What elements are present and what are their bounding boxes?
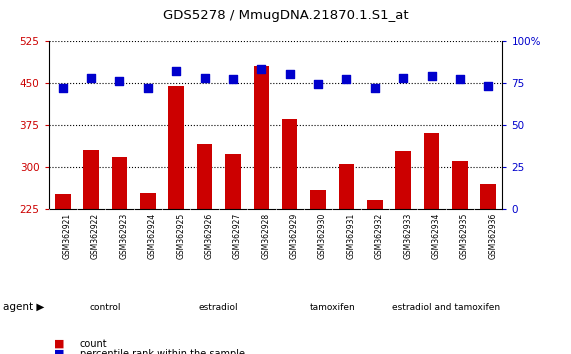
Text: ■: ■ [54, 339, 65, 349]
Bar [452, 161, 468, 209]
Text: GSM362926: GSM362926 [204, 213, 214, 259]
Text: GSM362936: GSM362936 [488, 213, 497, 259]
Point [342, 76, 351, 82]
Bar [339, 164, 354, 209]
Bar [254, 66, 269, 209]
Text: GSM362934: GSM362934 [432, 213, 441, 259]
Text: control: control [90, 303, 121, 312]
Point [143, 85, 152, 91]
Text: GSM362925: GSM362925 [176, 213, 185, 259]
Bar [55, 194, 71, 209]
Text: GSM362923: GSM362923 [119, 213, 128, 259]
Point [200, 75, 209, 80]
Text: GSM362932: GSM362932 [375, 213, 384, 259]
Text: tamoxifen: tamoxifen [309, 303, 355, 312]
Point [427, 73, 436, 79]
Bar [140, 193, 156, 209]
Text: agent ▶: agent ▶ [3, 302, 44, 312]
Text: estradiol: estradiol [199, 303, 239, 312]
Point [285, 72, 294, 77]
Point [257, 67, 266, 72]
Bar [395, 151, 411, 209]
Bar [197, 144, 212, 209]
Text: GSM362929: GSM362929 [289, 213, 299, 259]
Point [115, 78, 124, 84]
Text: GSM362921: GSM362921 [63, 213, 72, 259]
Text: GDS5278 / MmugDNA.21870.1.S1_at: GDS5278 / MmugDNA.21870.1.S1_at [163, 9, 408, 22]
Point [484, 83, 493, 89]
Bar [83, 150, 99, 209]
Text: GSM362922: GSM362922 [91, 213, 100, 259]
Bar [112, 157, 127, 209]
Text: GSM362927: GSM362927 [233, 213, 242, 259]
Bar [168, 86, 184, 209]
Point [313, 81, 323, 87]
Bar [310, 190, 326, 209]
Text: GSM362928: GSM362928 [262, 213, 270, 259]
Text: GSM362935: GSM362935 [460, 213, 469, 259]
Bar [480, 184, 496, 209]
Text: count: count [80, 339, 107, 349]
Point [172, 68, 181, 74]
Text: GSM362931: GSM362931 [347, 213, 355, 259]
Bar [424, 133, 439, 209]
Text: ■: ■ [54, 349, 65, 354]
Bar [282, 119, 297, 209]
Text: GSM362930: GSM362930 [318, 213, 327, 259]
Text: GSM362924: GSM362924 [148, 213, 157, 259]
Bar [367, 200, 383, 209]
Point [58, 85, 67, 91]
Point [399, 75, 408, 80]
Point [455, 76, 464, 82]
Bar [225, 154, 241, 209]
Point [228, 76, 238, 82]
Point [87, 75, 96, 80]
Text: estradiol and tamoxifen: estradiol and tamoxifen [392, 303, 500, 312]
Text: percentile rank within the sample: percentile rank within the sample [80, 349, 245, 354]
Point [370, 85, 379, 91]
Text: GSM362933: GSM362933 [403, 213, 412, 259]
